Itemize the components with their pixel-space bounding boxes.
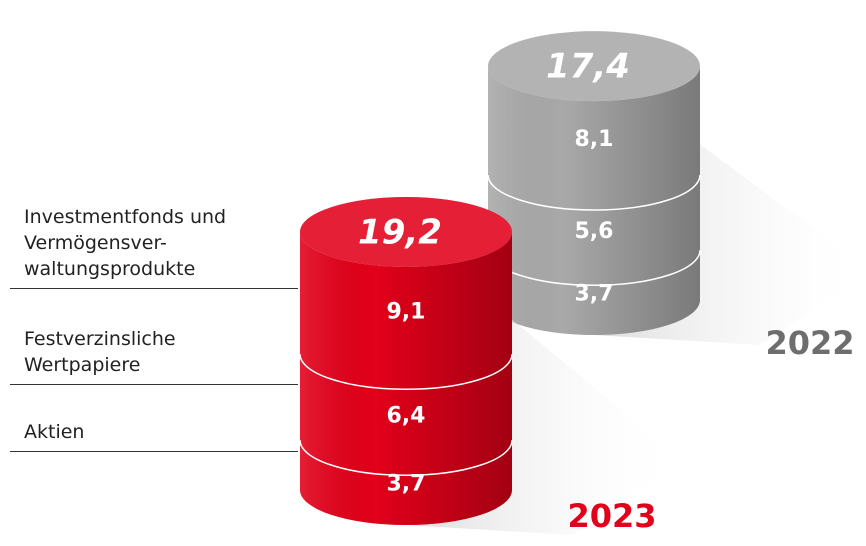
cylinder-top-highlight	[488, 31, 700, 102]
segment-separator	[487, 175, 701, 211]
legend-entry: Aktien	[10, 419, 298, 452]
cylinder-top-highlight	[300, 196, 512, 267]
segment-label: 9,1	[387, 299, 426, 324]
segment-separator	[299, 440, 513, 476]
segment-label: 5,6	[575, 219, 614, 244]
segment-label: 8,1	[575, 127, 614, 152]
segment-label: 6,4	[387, 404, 426, 429]
legend-entry: Investmentfonds und Vermögensver- waltun…	[10, 204, 298, 289]
category-label: 2023	[567, 497, 656, 535]
category-label: 2022	[765, 324, 854, 362]
total-label: 19,2	[358, 212, 442, 252]
cylinder-shading	[488, 66, 700, 336]
legend-entry: Festverzinsliche Wertpapiere	[10, 326, 298, 385]
total-label: 17,4	[546, 47, 630, 87]
cylinder-shading	[300, 231, 512, 525]
cylinder-top	[488, 31, 700, 102]
cylinder-top	[300, 196, 512, 267]
segment-separator	[299, 354, 513, 390]
